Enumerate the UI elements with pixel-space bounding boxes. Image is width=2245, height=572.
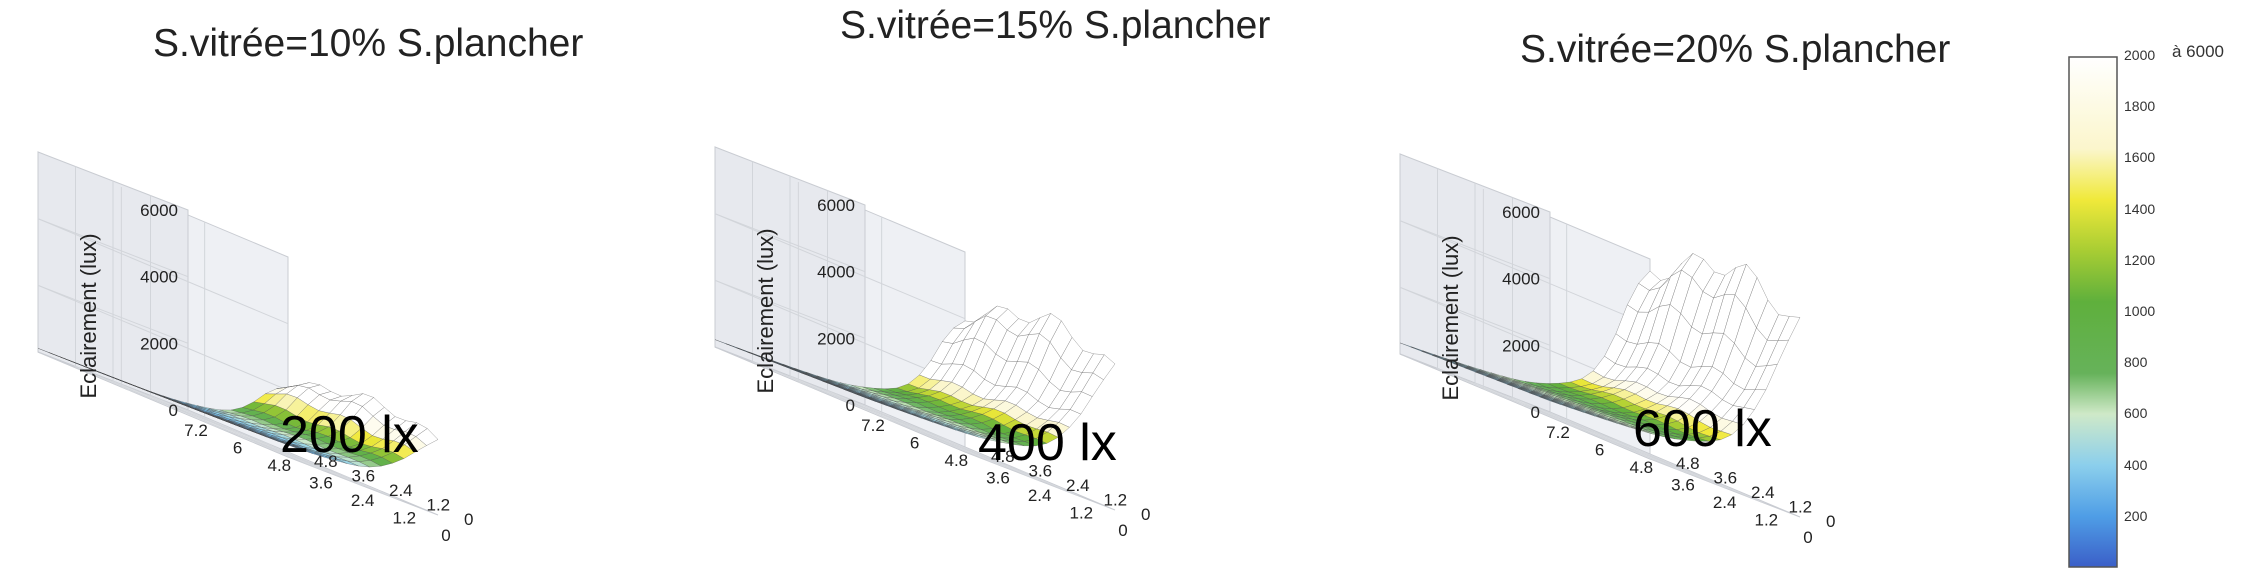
y-tick-label: 0 xyxy=(464,510,473,529)
chart-panel-3: S.vitrée=20% S.plancher 0 2000 4000 6000 7.2 6… xyxy=(1380,0,2070,572)
colorbar-tick-label: 1800 xyxy=(2124,98,2156,115)
illuminance-label: 200 lx xyxy=(280,406,419,464)
z-axis-label: Eclairement (lux) xyxy=(753,228,778,393)
x-tick-label: 3.6 xyxy=(1671,476,1695,495)
y-tick-label: 3.6 xyxy=(1714,469,1738,488)
y-tick-label: 0 xyxy=(1826,512,1835,531)
z-tick-label: 0 xyxy=(169,401,178,420)
z-tick-label: 4000 xyxy=(140,268,178,287)
x-tick-label: 1.2 xyxy=(1755,511,1779,530)
z-tick-label: 2000 xyxy=(140,334,178,353)
illuminance-label: 600 lx xyxy=(1633,400,1772,458)
z-tick-label: 4000 xyxy=(1502,270,1540,289)
y-tick-label: 3.6 xyxy=(1029,462,1053,481)
colorbar-tick-label: 800 xyxy=(2124,354,2148,371)
chart-panel-2: S.vitrée=15% S.plancher 0 2000 4000 6000 7.2 6… xyxy=(695,0,1385,572)
y-tick-label: 4.8 xyxy=(991,447,1015,466)
x-tick-label: 2.4 xyxy=(351,491,375,510)
colorbar-tick-label: 600 xyxy=(2124,405,2148,422)
y-tick-label: 1.2 xyxy=(427,496,451,515)
y-tick-label: 4.8 xyxy=(1676,454,1700,473)
surface-plot: 02000400060007.264.83.62.41.2001.22.43.6… xyxy=(1399,153,1835,547)
x-tick-label: 1.2 xyxy=(1070,504,1094,523)
colorbar-tick-label: 2000 xyxy=(2124,47,2156,63)
colorbar-tick-label: 1200 xyxy=(2124,251,2156,268)
colorbar-tick-label: 400 xyxy=(2124,456,2148,473)
y-tick-label: 2.4 xyxy=(1066,476,1090,495)
colorbar-tick-label: 1000 xyxy=(2124,303,2156,319)
z-tick-label: 6000 xyxy=(817,196,855,215)
y-tick-label: 1.2 xyxy=(1789,498,1813,517)
z-tick-label: 6000 xyxy=(1502,203,1540,222)
chart-title: S.vitrée=20% S.plancher xyxy=(1520,28,1951,71)
colorbar-tick-label: 1600 xyxy=(2124,149,2156,166)
axis-labels: 02000400060007.264.83.62.41.2001.22.43.6… xyxy=(753,196,1150,540)
colorbar-tick-label: 200 xyxy=(2124,507,2148,524)
z-tick-label: 0 xyxy=(1531,403,1540,422)
x-tick-label: 0 xyxy=(1803,528,1812,547)
x-tick-label: 7.2 xyxy=(1546,423,1570,442)
chart-title: S.vitrée=15% S.plancher xyxy=(840,4,1271,47)
x-tick-label: 0 xyxy=(1118,521,1127,540)
y-tick-label: 2.4 xyxy=(389,481,413,500)
colorbar-max-label: à 6000 xyxy=(2172,42,2224,61)
illuminance-surface xyxy=(714,305,1116,447)
z-tick-label: 0 xyxy=(846,396,855,415)
colorbar-tick-label: 1400 xyxy=(2124,200,2156,217)
illuminance-surface xyxy=(1399,253,1801,442)
x-tick-label: 6 xyxy=(1595,441,1604,460)
z-tick-label: 2000 xyxy=(1502,336,1540,355)
chart-title: S.vitrée=10% S.plancher xyxy=(153,22,584,65)
surface-plot: 02000400060007.264.83.62.41.2001.22.43.6… xyxy=(37,151,473,545)
axis-labels: 02000400060007.264.83.62.41.2001.22.43.6… xyxy=(1438,203,1835,547)
x-tick-label: 1.2 xyxy=(393,509,417,528)
z-axis-label: Eclairement (lux) xyxy=(1438,235,1463,400)
chart-panel-1: S.vitrée=10% S.plancher 0 2000 4000 6000 7.2 6… xyxy=(18,0,708,572)
x-tick-label: 3.6 xyxy=(986,469,1010,488)
colorbar xyxy=(2068,56,2118,568)
x-tick-label: 4.8 xyxy=(945,451,969,470)
x-tick-label: 6 xyxy=(233,439,242,458)
axis-labels: 02000400060007.264.83.62.41.2001.22.43.6… xyxy=(76,201,473,545)
x-tick-label: 4.8 xyxy=(1630,458,1654,477)
illuminance-label: 400 lx xyxy=(978,414,1117,472)
x-tick-label: 0 xyxy=(441,526,450,545)
y-tick-label: 3.6 xyxy=(352,467,376,486)
x-tick-label: 7.2 xyxy=(184,421,208,440)
z-tick-label: 2000 xyxy=(817,329,855,348)
z-axis-label: Eclairement (lux) xyxy=(76,233,101,398)
y-tick-label: 4.8 xyxy=(314,452,338,471)
z-tick-label: 6000 xyxy=(140,201,178,220)
illuminance-surface xyxy=(37,348,439,468)
x-tick-label: 4.8 xyxy=(268,456,292,475)
axes-box xyxy=(1399,153,1801,518)
x-tick-label: 6 xyxy=(910,434,919,453)
axes-box xyxy=(37,151,439,516)
x-tick-label: 7.2 xyxy=(861,416,885,435)
x-tick-label: 2.4 xyxy=(1713,493,1737,512)
x-tick-label: 2.4 xyxy=(1028,486,1052,505)
x-tick-label: 3.6 xyxy=(309,474,333,493)
axes-box xyxy=(714,146,1116,511)
surface-plot: 02000400060007.264.83.62.41.2001.22.43.6… xyxy=(714,146,1150,540)
y-tick-label: 2.4 xyxy=(1751,483,1775,502)
z-tick-label: 4000 xyxy=(817,263,855,282)
y-tick-label: 0 xyxy=(1141,505,1150,524)
y-tick-label: 1.2 xyxy=(1104,491,1128,510)
